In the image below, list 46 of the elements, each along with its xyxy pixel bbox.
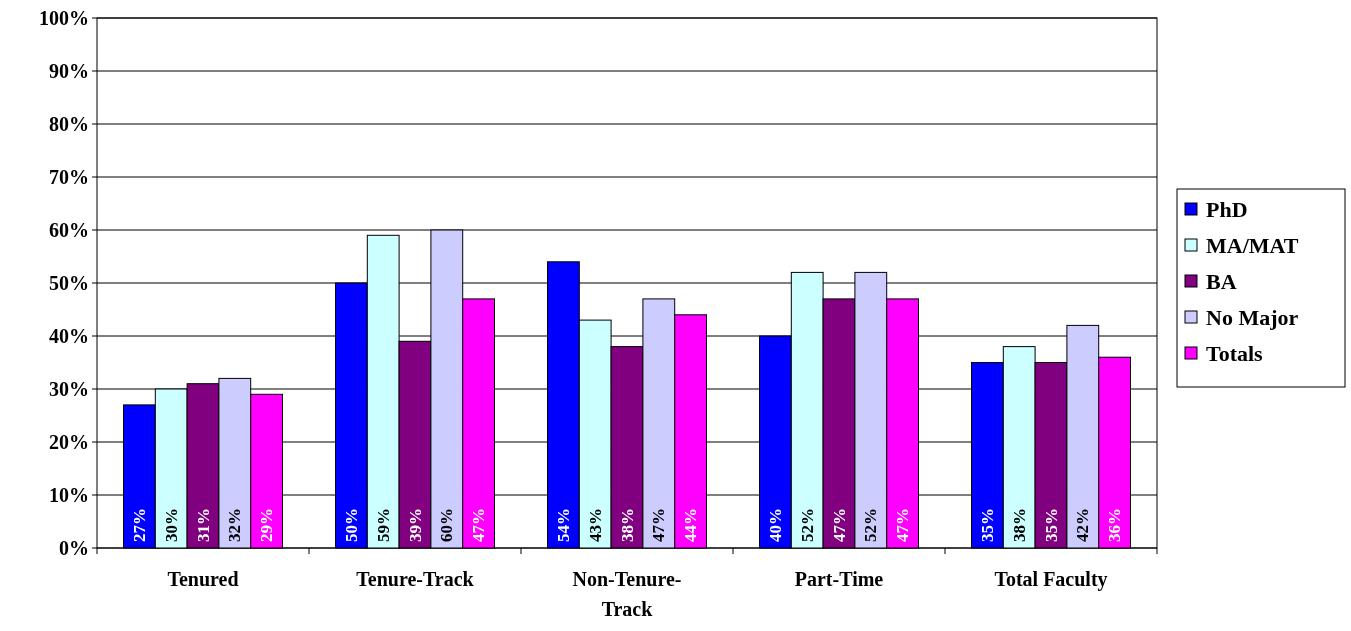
y-tick-label: 90% (49, 60, 89, 82)
data-label: 47% (649, 508, 669, 542)
data-label: 60% (437, 508, 457, 542)
data-label: 52% (861, 508, 881, 542)
data-label: 47% (469, 508, 489, 542)
data-label: 52% (797, 508, 817, 542)
y-tick-label: 30% (49, 378, 89, 400)
data-label: 44% (681, 508, 701, 542)
data-label: 35% (977, 508, 997, 542)
data-label: 38% (1009, 508, 1029, 542)
legend-label: MA/MAT (1206, 232, 1299, 258)
data-label: 59% (373, 508, 393, 542)
data-label: 30% (161, 508, 181, 542)
x-tick-label: Non-Tenure-Track (572, 568, 682, 620)
y-tick-label: 20% (49, 431, 89, 453)
x-tick-label: Total Faculty (994, 568, 1108, 591)
data-label: 39% (405, 508, 425, 542)
y-tick-label: 10% (49, 484, 89, 506)
y-tick-label: 100% (39, 7, 89, 29)
x-tick-label: Tenure-Track (356, 568, 475, 590)
data-label: 36% (1105, 508, 1125, 542)
data-label: 47% (829, 508, 849, 542)
data-label: 54% (553, 508, 573, 542)
data-label: 38% (617, 508, 637, 542)
data-label: 35% (1041, 508, 1061, 542)
y-tick-label: 60% (49, 219, 89, 241)
y-tick-label: 80% (49, 113, 89, 135)
data-label: 47% (893, 508, 913, 542)
legend-label: PhD (1206, 196, 1248, 222)
data-label: 50% (341, 508, 361, 542)
x-tick-label: Part-Time (794, 568, 884, 590)
y-tick-label: 0% (59, 537, 89, 559)
data-label: 31% (193, 508, 213, 542)
legend-label: Totals (1206, 340, 1264, 366)
x-tick-label: Tenured (167, 568, 239, 590)
legend-label: BA (1206, 268, 1237, 294)
data-label: 29% (257, 508, 277, 542)
data-label: 32% (225, 508, 245, 542)
data-label: 43% (585, 508, 605, 542)
data-label: 42% (1073, 508, 1093, 542)
data-label: 27% (129, 508, 149, 542)
y-tick-label: 40% (49, 325, 89, 347)
y-tick-label: 70% (49, 166, 89, 188)
y-tick-label: 50% (49, 272, 89, 294)
data-label: 40% (765, 508, 785, 542)
legend-label: No Major (1206, 304, 1299, 330)
